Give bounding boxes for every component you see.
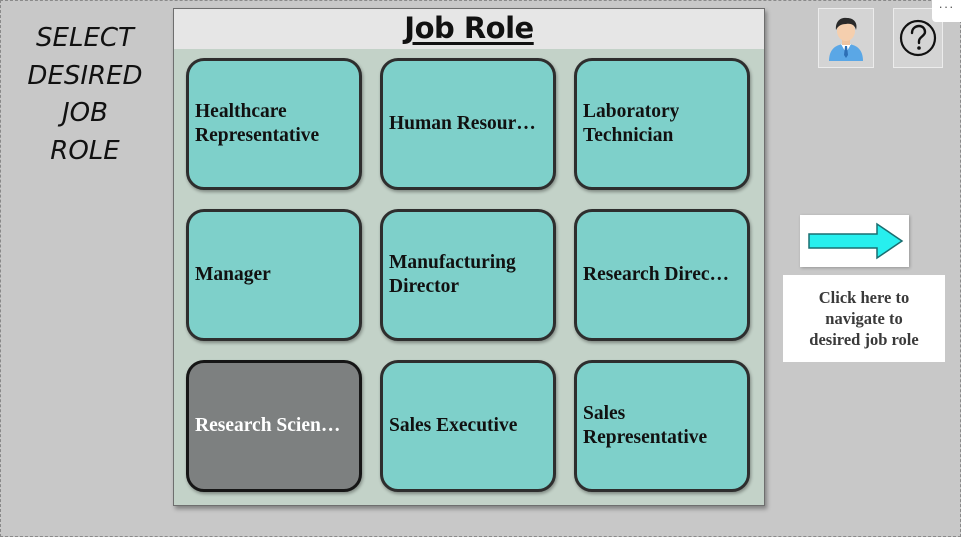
instruction-line: ROLE bbox=[50, 135, 120, 166]
tile-label: Sales Representative bbox=[583, 403, 708, 448]
tile-laboratory-technician[interactable]: Laboratory Technician bbox=[574, 58, 750, 190]
tile-manager[interactable]: Manager bbox=[186, 209, 362, 341]
instruction-line: JOB bbox=[62, 98, 108, 128]
tile-sales-representative[interactable]: Sales Representative bbox=[574, 360, 750, 492]
instruction-label: SELECT DESIRED JOB ROLE bbox=[20, 20, 150, 170]
tile-label: Sales Executive bbox=[389, 415, 518, 436]
user-avatar-icon bbox=[829, 17, 863, 61]
slicer-header: Job Role bbox=[174, 9, 764, 49]
tile-label: Healthcare Representative bbox=[195, 101, 320, 146]
tile-label: Human Resour… bbox=[389, 113, 536, 134]
tile-manufacturing-director[interactable]: Manufacturing Director bbox=[380, 209, 556, 341]
slicer-title: Job Role bbox=[404, 11, 534, 45]
instruction-line: SELECT bbox=[36, 23, 134, 53]
tile-label: Research Direc… bbox=[583, 264, 730, 285]
navigate-button[interactable] bbox=[800, 215, 909, 267]
tile-sales-executive[interactable]: Sales Executive bbox=[380, 360, 556, 492]
help-question-icon bbox=[899, 19, 937, 57]
tile-research-director[interactable]: Research Direc… bbox=[574, 209, 750, 341]
tile-healthcare-representative[interactable]: Healthcare Representative bbox=[186, 58, 362, 190]
tile-label: Laboratory Technician bbox=[583, 101, 680, 146]
tile-human-resources[interactable]: Human Resour… bbox=[380, 58, 556, 190]
more-options-button[interactable]: ··· bbox=[932, 0, 961, 22]
navigation-hint: Click here to navigate to desired job ro… bbox=[783, 275, 945, 362]
tile-research-scientist[interactable]: Research Scien… bbox=[186, 360, 362, 492]
profile-button[interactable] bbox=[818, 8, 874, 68]
instruction-line: DESIRED bbox=[27, 60, 143, 91]
tile-label: Research Scien… bbox=[195, 415, 341, 436]
job-role-slicer: Job Role Healthcare Representative Human… bbox=[173, 8, 765, 506]
tile-label: Manager bbox=[195, 264, 271, 285]
hint-text: Click here to navigate to desired job ro… bbox=[809, 288, 919, 349]
right-arrow-icon bbox=[807, 222, 903, 260]
tile-label: Manufacturing Director bbox=[389, 252, 516, 297]
